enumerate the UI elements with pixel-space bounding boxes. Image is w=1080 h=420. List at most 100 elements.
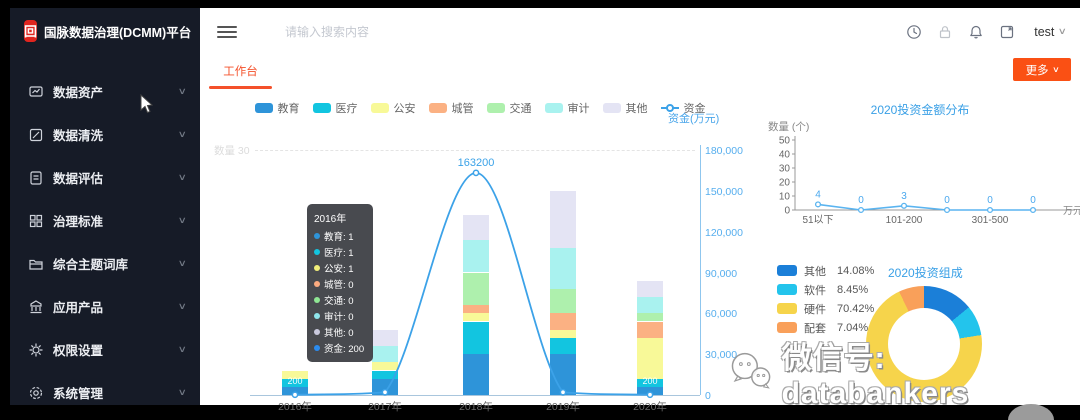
- bar-segment-公安: [550, 329, 576, 338]
- tooltip-row: 医疗: 1: [314, 244, 366, 260]
- bar-segment-交通: [550, 288, 576, 314]
- legend-item-医疗[interactable]: 医疗: [312, 100, 358, 116]
- sidebar-item-7[interactable]: 权限设置 ∨: [10, 328, 200, 371]
- sidebar-item-1[interactable]: 数据资产 ∨: [10, 70, 200, 113]
- sidebar-item-2[interactable]: 数据清洗 ∨: [10, 113, 200, 156]
- chevron-down-icon: ∨: [178, 301, 188, 311]
- legend-swatch: [544, 103, 563, 113]
- line-value-label: 200: [287, 376, 303, 386]
- bar-segment-其他: [637, 280, 663, 297]
- svg-text:51以下: 51以下: [802, 215, 833, 226]
- sidebar-item-label: 综合主题词库: [53, 258, 129, 272]
- bar-segment-医疗: [372, 370, 398, 379]
- legend-swatch: [370, 103, 389, 113]
- gridline-30: [255, 150, 695, 151]
- tooltip-row: 资金: 200: [314, 340, 366, 356]
- data-asset-icon: [29, 85, 43, 97]
- data-evaluate-icon: [30, 170, 42, 185]
- series-dot-icon: [314, 249, 320, 255]
- x-axis-line: [250, 395, 700, 396]
- right-axis-tick: 60,000: [705, 308, 738, 321]
- svg-text:30: 30: [779, 164, 791, 175]
- series-dot-icon: [314, 345, 320, 351]
- donut-hole: [888, 308, 960, 380]
- legend-item-公安[interactable]: 公安: [370, 100, 416, 116]
- x-tick-label: 2019年: [546, 401, 580, 413]
- bar-segment-教育: [550, 354, 576, 395]
- tooltip-title: 2016年: [314, 214, 347, 225]
- tab-workbench[interactable]: 工作台: [209, 57, 272, 89]
- composition-chart-title: 2020投资组成: [888, 266, 963, 280]
- sidebar-item-5[interactable]: 综合主题词库 ∨: [10, 242, 200, 285]
- legend-item-教育[interactable]: 教育: [254, 100, 300, 116]
- mouse-cursor: [140, 94, 154, 114]
- search-input[interactable]: [285, 24, 485, 39]
- sidebar-item-label: 系统管理: [53, 387, 104, 401]
- tab-active-underline: [209, 85, 272, 89]
- svg-text:101-200: 101-200: [886, 215, 923, 226]
- right-axis-tick: 180,000: [705, 145, 743, 157]
- chevron-down-icon: ∨: [178, 344, 188, 354]
- svg-text:10: 10: [779, 192, 791, 203]
- bell-icon[interactable]: [968, 24, 984, 40]
- right-axis-tick: 120,000: [705, 226, 743, 239]
- chevron-down-icon: ∨: [178, 172, 188, 182]
- x-tick-label: 2020年: [633, 401, 667, 413]
- permission-icon: [29, 343, 43, 356]
- sidebar-item-3[interactable]: 数据评估 ∨: [10, 156, 200, 199]
- pie-legend-item-软件[interactable]: 软件 8.45%: [777, 280, 874, 299]
- distribution-chart-title: 2020投资金额分布: [870, 103, 970, 117]
- chevron-down-icon: ∨: [178, 129, 188, 139]
- user-menu[interactable]: test ∨: [1034, 24, 1068, 39]
- legend-item-其他[interactable]: 其他: [602, 100, 648, 116]
- sidebar: 回 国脉数据治理(DCMM)平台 数据资产 ∨ 数据清洗 ∨ 数据评估 ∨ 治理…: [10, 8, 200, 405]
- pie-legend-item-硬件[interactable]: 硬件 70.42%: [777, 299, 874, 318]
- legend-item-城管[interactable]: 城管: [428, 100, 474, 116]
- bar-segment-城管: [550, 313, 576, 330]
- app-title: 国脉数据治理(DCMM)平台: [44, 25, 192, 40]
- series-dot-icon: [314, 297, 320, 303]
- more-button[interactable]: 更多 ∨: [1013, 58, 1071, 81]
- system-manage-icon: [29, 386, 43, 399]
- bar-segment-教育: [282, 386, 308, 395]
- right-axis-tick: 30,000: [705, 349, 738, 362]
- hamburger-menu-icon[interactable]: [217, 25, 237, 38]
- x-tick-label: 2017年: [368, 401, 402, 413]
- series-dot-icon: [314, 329, 320, 335]
- sidebar-item-8[interactable]: 系统管理 ∨: [10, 371, 200, 414]
- sidebar-item-label: 应用产品: [53, 301, 104, 315]
- svg-text:4: 4: [815, 189, 821, 200]
- lock-icon[interactable]: [937, 24, 953, 40]
- username: test: [1034, 24, 1055, 39]
- chevron-down-icon: ∨: [178, 86, 188, 96]
- fullscreen-icon[interactable]: [999, 24, 1015, 40]
- chevron-down-icon: ∨: [1058, 26, 1068, 36]
- bar-segment-医疗: [550, 337, 576, 355]
- tooltip-row: 交通: 0: [314, 292, 366, 308]
- series-dot-icon: [314, 265, 320, 271]
- bar-segment-其他: [550, 190, 576, 248]
- svg-text:0: 0: [784, 206, 790, 217]
- bar-segment-交通: [637, 313, 663, 322]
- sidebar-item-6[interactable]: 应用产品 ∨: [10, 285, 200, 328]
- thesaurus-icon: [29, 259, 43, 270]
- pie-legend-item-配套[interactable]: 配套 7.04%: [777, 318, 874, 337]
- legend-swatch: [312, 103, 331, 113]
- governance-standard-icon: [29, 214, 43, 227]
- sidebar-item-4[interactable]: 治理标准 ∨: [10, 199, 200, 242]
- pie-legend-item-其他[interactable]: 其他 14.08%: [777, 261, 874, 280]
- svg-text:0: 0: [944, 195, 950, 206]
- legend-swatch: [777, 303, 797, 314]
- bar-segment-医疗: [463, 321, 489, 355]
- right-axis-tick: 150,000: [705, 185, 743, 198]
- bar-segment-城管: [637, 321, 663, 338]
- tabbar: 工作台 更多 ∨: [200, 55, 1080, 90]
- legend-item-交通[interactable]: 交通: [486, 100, 532, 116]
- data-clean-icon: [29, 128, 43, 141]
- sidebar-item-label: 权限设置: [53, 344, 104, 358]
- clock-icon[interactable]: [906, 24, 922, 40]
- svg-text:301-500: 301-500: [972, 215, 1009, 226]
- legend-item-审计[interactable]: 审计: [544, 100, 590, 116]
- bar-segment-公安: [637, 337, 663, 379]
- legend-item-资金[interactable]: 资金: [660, 100, 706, 116]
